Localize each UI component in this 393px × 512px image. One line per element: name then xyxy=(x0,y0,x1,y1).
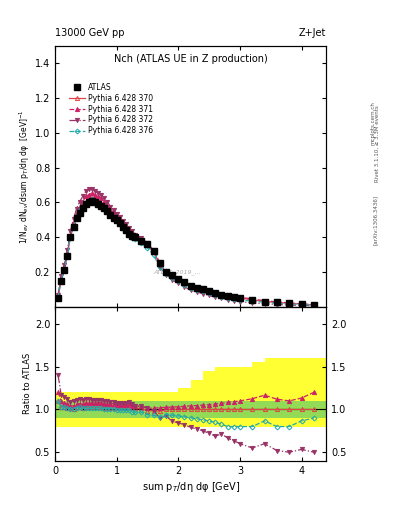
Text: Nch (ATLAS UE in Z production): Nch (ATLAS UE in Z production) xyxy=(114,54,268,64)
Y-axis label: 1/N$_{ev}$ dN$_{ev}$/dsum p$_{T}$/dη dφ  [GeV]$^{-1}$: 1/N$_{ev}$ dN$_{ev}$/dsum p$_{T}$/dη dφ … xyxy=(18,109,32,244)
Text: 13000 GeV pp: 13000 GeV pp xyxy=(55,28,125,38)
Text: ATLAS_2019_...: ATLAS_2019_... xyxy=(153,270,201,275)
Text: [arXiv:1306.3436]: [arXiv:1306.3436] xyxy=(373,195,378,245)
X-axis label: sum p$_{T}$/dη dφ [GeV]: sum p$_{T}$/dη dφ [GeV] xyxy=(141,480,240,494)
Legend: ATLAS, Pythia 6.428 370, Pythia 6.428 371, Pythia 6.428 372, Pythia 6.428 376: ATLAS, Pythia 6.428 370, Pythia 6.428 37… xyxy=(67,81,155,137)
Y-axis label: Ratio to ATLAS: Ratio to ATLAS xyxy=(23,353,32,414)
Text: Rivet 3.1.10, ≥ 3.3M events: Rivet 3.1.10, ≥ 3.3M events xyxy=(375,105,380,182)
Text: mcplots.cern.ch: mcplots.cern.ch xyxy=(371,101,376,145)
Text: Z+Jet: Z+Jet xyxy=(299,28,326,38)
